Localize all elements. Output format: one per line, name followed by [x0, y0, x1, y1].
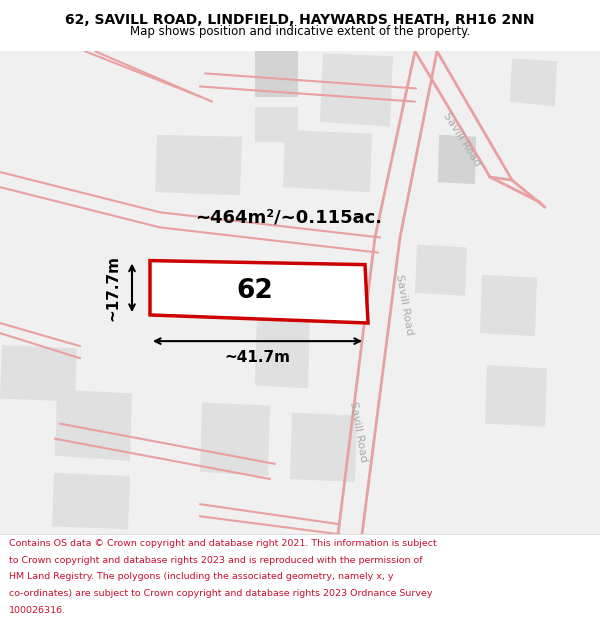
- Polygon shape: [283, 130, 372, 192]
- Polygon shape: [0, 345, 77, 401]
- Text: 62, SAVILL ROAD, LINDFIELD, HAYWARDS HEATH, RH16 2NN: 62, SAVILL ROAD, LINDFIELD, HAYWARDS HEA…: [65, 12, 535, 27]
- Text: ~41.7m: ~41.7m: [224, 350, 290, 365]
- Polygon shape: [290, 412, 357, 482]
- Polygon shape: [155, 135, 242, 195]
- Text: ~17.7m: ~17.7m: [105, 255, 120, 321]
- Text: HM Land Registry. The polygons (including the associated geometry, namely x, y: HM Land Registry. The polygons (includin…: [9, 572, 394, 581]
- Text: 62: 62: [236, 278, 274, 304]
- Text: co-ordinates) are subject to Crown copyright and database rights 2023 Ordnance S: co-ordinates) are subject to Crown copyr…: [9, 589, 433, 598]
- Polygon shape: [255, 312, 310, 388]
- Text: Contains OS data © Crown copyright and database right 2021. This information is : Contains OS data © Crown copyright and d…: [9, 539, 437, 548]
- Polygon shape: [150, 261, 368, 323]
- Text: Savill Road: Savill Road: [442, 111, 482, 169]
- Text: Map shows position and indicative extent of the property.: Map shows position and indicative extent…: [130, 26, 470, 39]
- Polygon shape: [255, 51, 298, 96]
- Polygon shape: [438, 135, 476, 184]
- Polygon shape: [510, 58, 557, 107]
- Polygon shape: [52, 473, 130, 529]
- Text: Savill Road: Savill Road: [394, 274, 414, 336]
- Polygon shape: [320, 53, 393, 127]
- Polygon shape: [200, 402, 270, 476]
- Polygon shape: [55, 389, 132, 461]
- Polygon shape: [480, 275, 537, 336]
- Polygon shape: [255, 107, 298, 142]
- Text: 100026316.: 100026316.: [9, 606, 66, 615]
- Polygon shape: [415, 244, 467, 296]
- Text: Savill Road: Savill Road: [348, 401, 368, 463]
- Polygon shape: [485, 365, 547, 427]
- Text: to Crown copyright and database rights 2023 and is reproduced with the permissio: to Crown copyright and database rights 2…: [9, 556, 422, 564]
- Text: ~464m²/~0.115ac.: ~464m²/~0.115ac.: [195, 208, 382, 226]
